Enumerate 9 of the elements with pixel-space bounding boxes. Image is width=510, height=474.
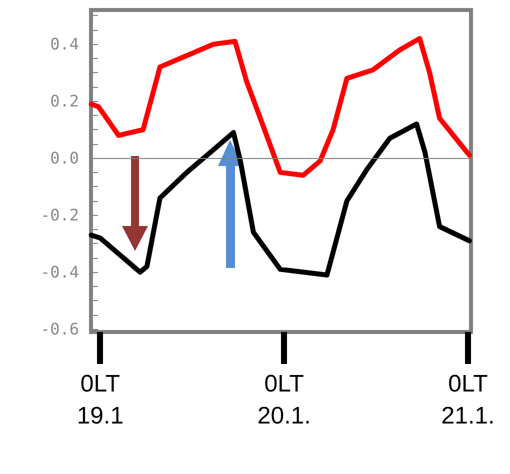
y-tick-label: -0.4	[40, 262, 79, 282]
x-tick-label: 0LT 21.1.	[441, 370, 495, 430]
y-tick-label: 0.0	[50, 148, 79, 168]
y-tick-label: -0.2	[40, 206, 79, 225]
x-tick-label: 0LT 19.1	[76, 370, 124, 430]
y-tick-label: 0.2	[50, 92, 79, 111]
y-tick-label: -0.6	[40, 320, 79, 339]
y-tick-label: 0.4	[50, 34, 79, 54]
x-tick-label: 0LT 20.1.	[257, 370, 311, 430]
